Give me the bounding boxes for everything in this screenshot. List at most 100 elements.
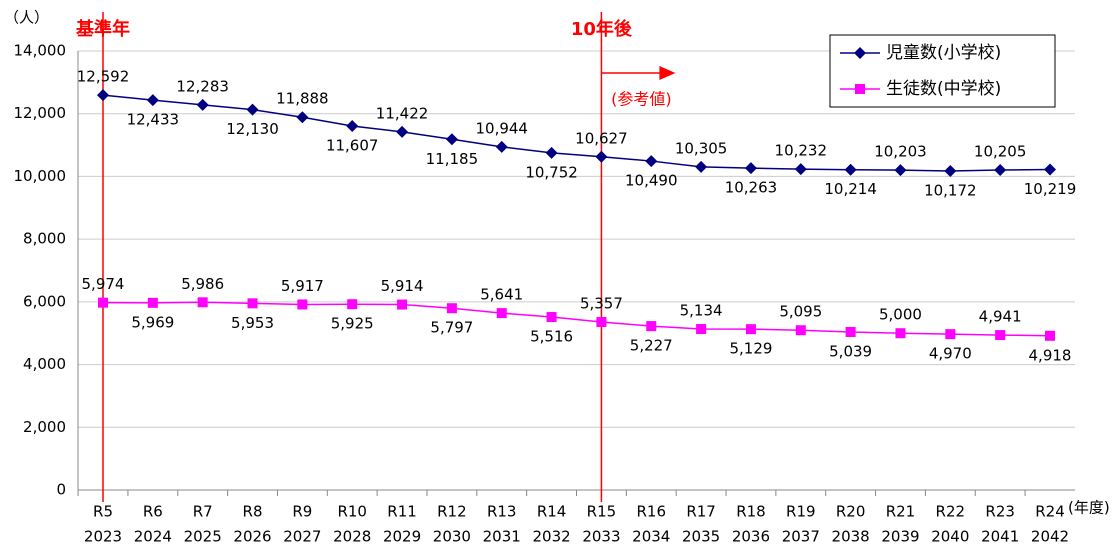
data-label: 5,095 (779, 303, 822, 321)
data-point (496, 308, 507, 319)
data-point (397, 299, 408, 310)
x-tick-label: R21 (886, 503, 916, 521)
x-tick-label: R13 (487, 503, 517, 521)
data-label: 10,205 (974, 143, 1027, 161)
data-point (246, 103, 259, 116)
x-tick-label: R5 (93, 503, 113, 521)
x-tick-label: R17 (686, 503, 716, 521)
data-label: 4,941 (979, 308, 1022, 326)
x-tick-label: 2029 (383, 528, 421, 546)
data-label: 5,641 (480, 286, 523, 304)
data-label: 10,627 (575, 129, 628, 147)
data-point (795, 325, 806, 336)
data-label: 5,516 (530, 328, 573, 346)
x-tick-label: 2033 (582, 528, 620, 546)
data-label: 10,944 (475, 119, 528, 137)
legend-label: 児童数(小学校) (886, 43, 1001, 63)
x-tick-label: R11 (387, 503, 417, 521)
data-point (894, 164, 907, 177)
data-point (146, 94, 159, 107)
x-tick-label: 2030 (433, 528, 471, 546)
data-point (646, 321, 657, 332)
data-point (994, 164, 1007, 177)
data-point (744, 162, 757, 175)
data-label: 5,986 (181, 275, 224, 293)
x-tick-label: R18 (736, 503, 766, 521)
data-point (845, 326, 856, 337)
data-label: 5,357 (580, 295, 623, 313)
data-label: 4,918 (1029, 346, 1072, 364)
data-point (297, 299, 308, 310)
data-label: 5,917 (281, 277, 324, 295)
x-tick-label: 2028 (333, 528, 371, 546)
x-tick-label: 2037 (782, 528, 820, 546)
data-label: 10,203 (874, 143, 927, 161)
data-point (596, 317, 607, 328)
series-line (102, 301, 1051, 337)
y-tick-label: 12,000 (14, 104, 67, 122)
x-tick-label: R20 (836, 503, 866, 521)
data-point (98, 297, 108, 308)
data-point (645, 155, 658, 168)
x-tick-label: R6 (143, 503, 163, 521)
x-tick-label: 2042 (1031, 528, 1069, 546)
data-label: 10,490 (625, 172, 678, 190)
legend-box (829, 34, 1056, 108)
data-point (545, 146, 558, 159)
data-point (196, 98, 209, 111)
x-tick-label: R7 (193, 503, 213, 521)
legend-marker (854, 47, 866, 59)
x-tick-label: 2032 (532, 528, 570, 546)
x-tick-label: R10 (337, 503, 367, 521)
x-tick-label: 2039 (881, 528, 919, 546)
data-point (197, 297, 208, 308)
data-label: 11,888 (276, 90, 329, 108)
data-label: 5,797 (430, 319, 473, 337)
y-tick-label: 6,000 (23, 292, 66, 310)
data-label: 5,914 (381, 277, 424, 295)
data-point (1045, 330, 1055, 341)
x-tick-label: 2025 (184, 528, 222, 546)
data-point (445, 133, 458, 146)
x-tick-label: 2034 (632, 528, 670, 546)
data-label: 4,970 (929, 345, 972, 363)
data-label: 11,422 (376, 104, 429, 122)
data-label: 5,000 (879, 306, 922, 324)
x-tick-label: R15 (587, 503, 617, 521)
x-tick-label: 2036 (732, 528, 770, 546)
x-tick-label: 2026 (233, 528, 271, 546)
data-point (945, 329, 956, 340)
data-point (944, 165, 957, 178)
legend-marker (855, 84, 865, 94)
data-label: 10,172 (924, 182, 977, 200)
data-point (347, 299, 358, 310)
reference-arrow-head (659, 66, 676, 80)
data-label: 5,134 (680, 302, 723, 320)
data-point (495, 140, 508, 153)
x-tick-label: 2023 (84, 528, 122, 546)
data-label: 10,305 (675, 139, 728, 157)
x-unit-label: (年度) (1068, 499, 1110, 517)
x-tick-label: 2024 (134, 528, 172, 546)
data-point (97, 89, 109, 102)
data-point (844, 163, 857, 176)
x-tick-label: R16 (637, 503, 667, 521)
data-point (396, 125, 409, 138)
x-tick-label: R23 (985, 503, 1015, 521)
y-tick-label: 8,000 (23, 230, 66, 248)
data-label: 5,129 (729, 340, 772, 358)
data-label: 5,925 (331, 315, 374, 333)
data-point (546, 312, 557, 323)
data-label: 10,219 (1024, 180, 1077, 198)
legend-label: 生徒数(中学校) (886, 79, 1001, 99)
data-label: 11,185 (426, 150, 479, 168)
data-point (1044, 163, 1056, 176)
series-line (102, 94, 1051, 172)
data-label: 10,232 (775, 142, 828, 160)
data-point (745, 324, 756, 335)
x-tick-label: 2035 (682, 528, 720, 546)
data-point (296, 111, 309, 124)
y-tick-label: 14,000 (14, 42, 67, 60)
data-point (595, 150, 608, 163)
